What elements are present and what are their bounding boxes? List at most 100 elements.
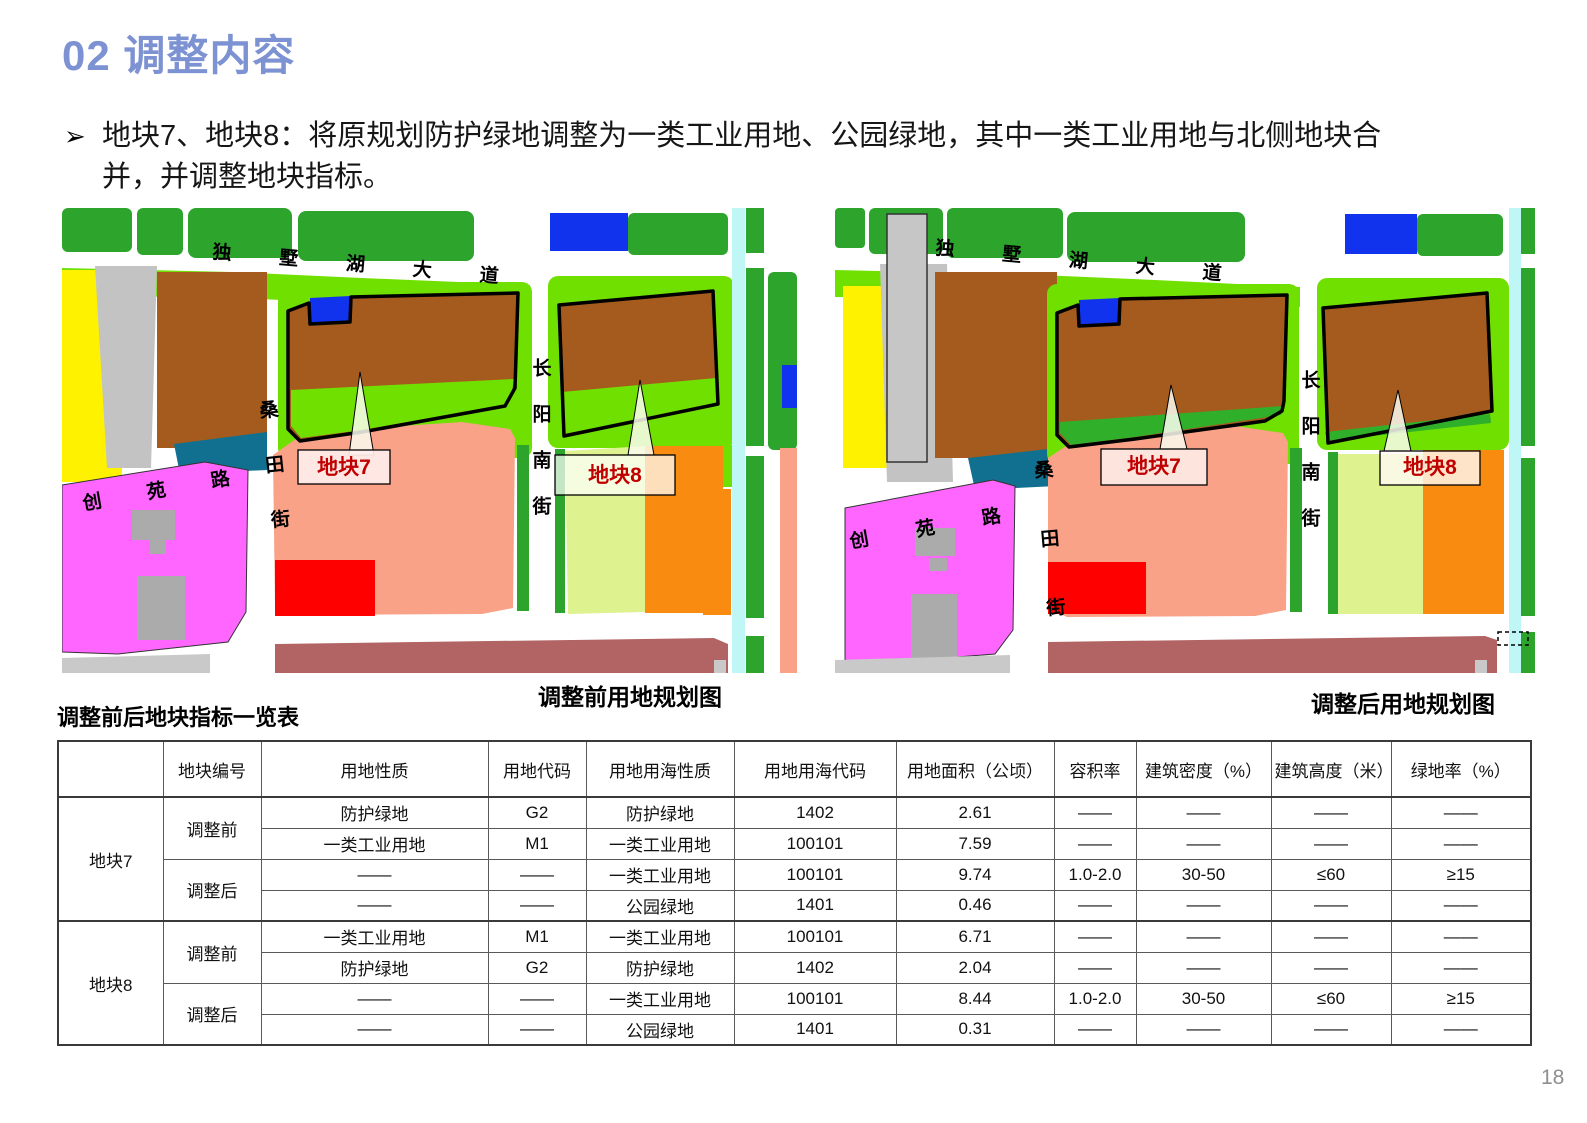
table-cell: —— (1390, 951, 1532, 984)
callout-plot7-after: 地块7 (1100, 384, 1208, 486)
table-cell: —— (1270, 951, 1392, 984)
table-cell: —— (260, 858, 489, 891)
table-cell: —— (1390, 920, 1532, 953)
table-row: 地块8 调整前 一类工业用地 M1 一类工业用地 100101 6.71 —— … (57, 920, 1532, 1046)
column-header: 用地面积（公顷） (895, 740, 1055, 798)
table-cell: —— (1053, 796, 1137, 829)
column-header: 绿地率（%） (1390, 740, 1532, 798)
table-cell: 防护绿地 (585, 951, 735, 984)
table-cell: —— (1270, 796, 1392, 829)
table-cell: 一类工业用地 (260, 827, 489, 860)
table-cell: —— (1135, 1013, 1272, 1046)
caption-map-after: 调整后用地规划图 (1311, 691, 1495, 717)
table-cell: ≤60 (1270, 982, 1392, 1015)
table-cell: 防护绿地 (585, 796, 735, 829)
table-cell: 一类工业用地 (260, 920, 489, 953)
column-header: 用地性质 (260, 740, 489, 798)
callout-plot7-before: 地块7 (297, 371, 391, 485)
table-cell: 防护绿地 (260, 951, 489, 984)
table-cell: 100101 (733, 827, 897, 860)
table-cell: 1.0-2.0 (1053, 982, 1137, 1015)
table-cell: —— (487, 982, 587, 1015)
table-cell: 一类工业用地 (585, 858, 735, 891)
table-cell: —— (487, 858, 587, 891)
table-cell: —— (1135, 796, 1272, 829)
table-cell: 防护绿地 (260, 796, 489, 829)
plot7-label: 地块7 (1127, 454, 1181, 478)
table-cell: ≥15 (1390, 858, 1532, 891)
table-cell: ≤60 (1270, 858, 1392, 891)
plot8-label: 地块8 (1403, 455, 1457, 479)
table-cell: —— (1053, 951, 1137, 984)
plot8-label: 地块8 (588, 463, 642, 487)
callout-plot8-before: 地块8 (554, 379, 676, 496)
table-cell: —— (1270, 827, 1392, 860)
street-label-changyangnan: 长阳南街 (1299, 370, 1322, 554)
table-cell: —— (1270, 889, 1392, 922)
plot-group-cell: 地块7 (57, 796, 164, 922)
table-cell: —— (1270, 920, 1392, 953)
bullet-item: ➢ 地块7、地块8：将原规划防护绿地调整为一类工业用地、公园绿地，其中一类工业用… (64, 116, 1534, 197)
column-header: 建筑高度（米） (1270, 740, 1394, 798)
table-cell: G2 (487, 951, 587, 984)
table-cell: —— (1135, 920, 1272, 953)
table-cell: 30-50 (1135, 982, 1272, 1015)
table-row: 一类工业用地 M1 一类工业用地 100101 7.59 —— —— —— —— (58, 827, 1532, 860)
table-cell: ≥15 (1390, 982, 1532, 1015)
table-cell: —— (1135, 951, 1272, 984)
bullet-arrow-icon: ➢ (64, 121, 86, 151)
table-cell: 一类工业用地 (585, 920, 735, 953)
table-cell: 1401 (733, 1013, 897, 1046)
bullet-text: 地块7、地块8：将原规划防护绿地调整为一类工业用地、公园绿地，其中一类工业用地与… (102, 116, 1381, 197)
table-cell: —— (487, 1013, 587, 1046)
table-cell: 100101 (733, 920, 897, 953)
table-row: 调整后 —— —— 一类工业用地 100101 9.74 1.0-2.0 30-… (58, 858, 1532, 922)
phase-cell: 调整前 (162, 920, 262, 984)
table-cell: 1402 (733, 951, 897, 984)
table-cell: M1 (487, 920, 587, 953)
indicator-table-wrap: 地块编号 用地性质 用地代码 用地用海性质 用地用海代码 用地面积（公顷） 容积… (57, 740, 1532, 1046)
page-title: 02 调整内容 (62, 32, 296, 79)
table-cell: 6.71 (895, 920, 1055, 953)
plot-group-cell: 地块8 (57, 920, 164, 1046)
table-cell: —— (260, 982, 489, 1015)
table-cell: —— (1135, 827, 1272, 860)
phase-cell: 调整后 (162, 858, 262, 922)
table-cell: —— (487, 889, 587, 922)
street-label-changyangnan: 长阳南街 (530, 358, 553, 542)
callout-plot8-after: 地块8 (1379, 389, 1481, 486)
caption-map-before: 调整前用地规划图 (538, 684, 722, 710)
table-cell: 7.59 (895, 827, 1055, 860)
table-cell: —— (1390, 796, 1532, 829)
table-row: 调整后 —— —— 一类工业用地 100101 8.44 1.0-2.0 30-… (58, 982, 1532, 1046)
table-corner-cell (57, 740, 164, 798)
table-cell: M1 (487, 827, 587, 860)
table-cell: —— (260, 889, 489, 922)
table-cell: —— (1390, 827, 1532, 860)
table-cell: —— (1053, 827, 1137, 860)
table-header-row: 地块编号 用地性质 用地代码 用地用海性质 用地用海代码 用地面积（公顷） 容积… (57, 740, 1532, 798)
table-cell: —— (1270, 1013, 1392, 1046)
table-row: 防护绿地 G2 防护绿地 1402 2.04 —— —— —— —— (58, 951, 1532, 984)
table-cell: 2.61 (895, 796, 1055, 829)
plot-8-after (1321, 291, 1494, 445)
column-header: 用地用海代码 (733, 740, 897, 798)
column-header: 建筑密度（%） (1135, 740, 1272, 798)
table-cell: —— (1053, 920, 1137, 953)
table-row: —— —— 公园绿地 1401 0.31 —— —— —— —— (58, 1013, 1532, 1046)
bullet-line-1: 地块7、地块8：将原规划防护绿地调整为一类工业用地、公园绿地，其中一类工业用地与… (102, 120, 1382, 152)
table-cell: —— (1135, 889, 1272, 922)
table-cell: —— (1390, 1013, 1532, 1046)
table-cell: G2 (487, 796, 587, 829)
plot-7-before (286, 291, 520, 443)
map-after: 独墅湖大道 长阳南街 桑田街 创苑路 地块7 地块8 (835, 208, 1535, 673)
column-header: 用地用海性质 (585, 740, 735, 798)
plot7-label: 地块7 (317, 455, 371, 479)
table-row: 地块7 调整前 防护绿地 G2 防护绿地 1402 2.61 —— —— —— … (57, 796, 1532, 922)
table-cell: —— (1390, 889, 1532, 922)
table-title: 调整前后地块指标一览表 (57, 705, 300, 730)
table-cell: —— (260, 1013, 489, 1046)
table-cell: 公园绿地 (585, 889, 735, 922)
table-cell: 8.44 (895, 982, 1055, 1015)
